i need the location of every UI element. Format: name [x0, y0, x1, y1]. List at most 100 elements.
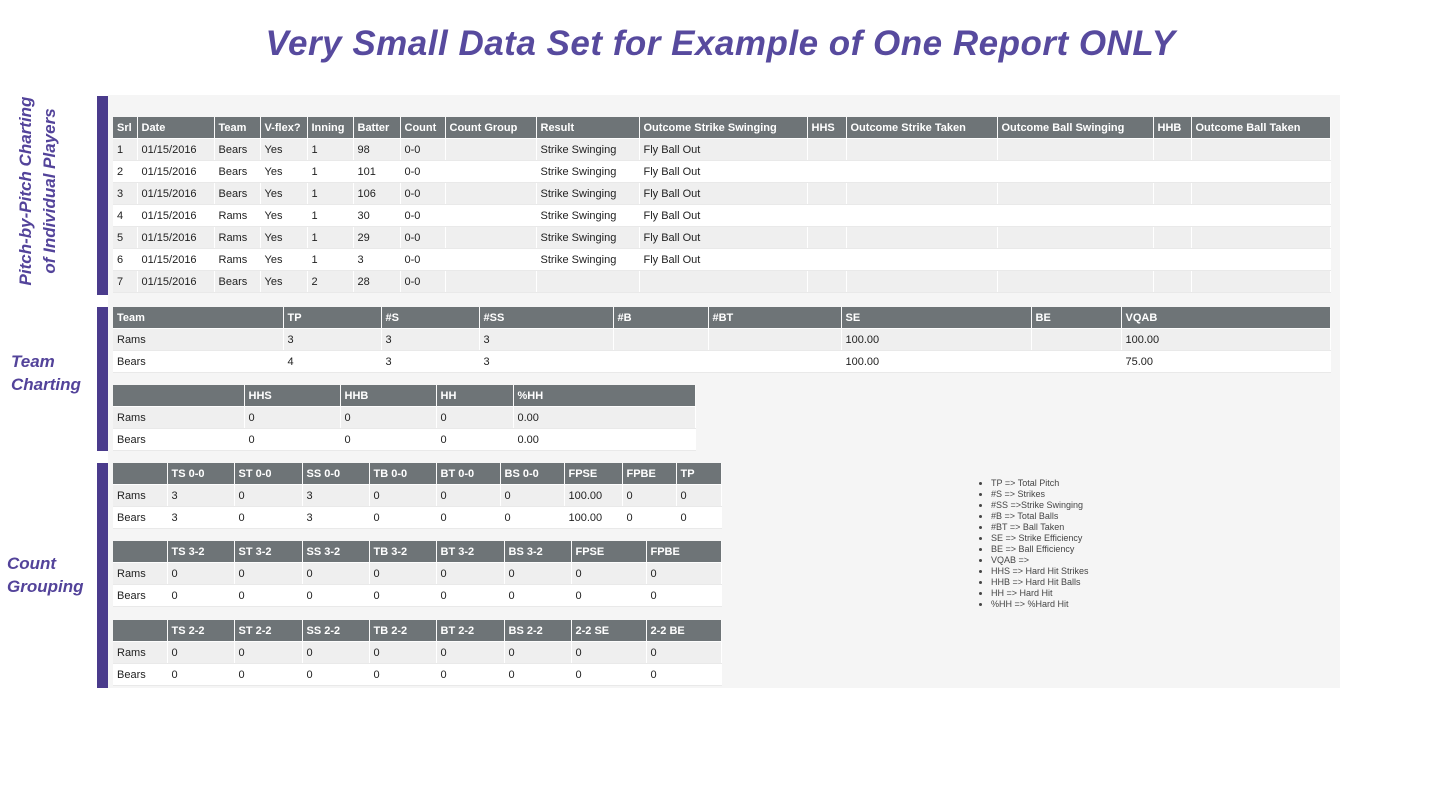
count-0-0-table: TS 0-0 ST 0-0 SS 0-0 TB 0-0 BT 0-0 BS 0-0 FPSE…	[113, 463, 722, 529]
legend-item: BE => Ball Efficiency	[991, 544, 1089, 555]
table-cell	[445, 160, 537, 183]
table-cell: Bears	[113, 663, 168, 686]
table-cell: 0	[369, 506, 437, 529]
column-header: TP	[283, 307, 382, 329]
table-cell: 0	[234, 663, 303, 686]
table-row: Rams 0 0 0 0 0 0 0 0	[113, 562, 722, 585]
table-cell	[445, 138, 537, 161]
table-cell: 6	[113, 248, 138, 271]
table-cell: 0	[622, 506, 677, 529]
table-cell: 0	[571, 641, 647, 664]
table-cell: 01/15/2016	[137, 160, 215, 183]
table-cell	[807, 138, 847, 161]
table-cell: Rams	[214, 204, 261, 227]
table-cell: 0	[234, 641, 303, 664]
table-cell	[997, 226, 1154, 249]
table-cell: Fly Ball Out	[639, 204, 808, 227]
table-cell	[1153, 204, 1192, 227]
table-cell: 3	[381, 328, 480, 351]
table-cell: 0-0	[400, 226, 446, 249]
table-cell	[445, 248, 537, 271]
table-cell: 01/15/2016	[137, 182, 215, 205]
column-header	[113, 541, 168, 563]
table-cell: 0	[369, 484, 437, 507]
legend-item: HHS => Hard Hit Strikes	[991, 566, 1089, 577]
table-cell: 0	[436, 506, 501, 529]
table-cell: 0-0	[400, 138, 446, 161]
table-cell: Yes	[260, 204, 308, 227]
column-header: 2-2 SE	[571, 620, 647, 642]
column-header: TS 0-0	[167, 463, 235, 485]
column-header: SS 0-0	[302, 463, 370, 485]
table-cell: 0	[500, 506, 565, 529]
legend-item: TP => Total Pitch	[991, 478, 1089, 489]
table-cell: Yes	[260, 226, 308, 249]
table-row: 6 01/15/2016 Rams Yes 1 3 0-0 Strike Swinging Fl…	[113, 248, 1331, 271]
section-bar-pitch-charting	[97, 96, 108, 295]
column-header	[113, 385, 245, 407]
table-cell	[1153, 182, 1192, 205]
legend-item: SE => Strike Efficiency	[991, 533, 1089, 544]
table-cell: Bears	[113, 350, 284, 373]
table-cell: 01/15/2016	[137, 248, 215, 271]
table-cell	[997, 270, 1154, 293]
column-header: Team	[113, 307, 284, 329]
table-cell: 01/15/2016	[137, 270, 215, 293]
section-label-count-grouping: Count Grouping	[7, 554, 84, 596]
table-cell: Rams	[113, 641, 168, 664]
table-cell	[846, 270, 998, 293]
page-title: Very Small Data Set for Example of One R…	[265, 24, 1176, 63]
column-header: TB 3-2	[369, 541, 437, 563]
table-cell: 3	[113, 182, 138, 205]
column-header: BT 2-2	[436, 620, 505, 642]
table-row: Rams 0 0 0 0 0 0 0 0	[113, 641, 722, 664]
table-cell: 0	[244, 428, 341, 451]
column-header: Outcome Ball Taken	[1191, 117, 1331, 139]
table-cell: Bears	[214, 160, 261, 183]
table-row: Rams 3 3 3 100.00 100.00	[113, 328, 1331, 351]
table-cell: 3	[283, 328, 382, 351]
table-cell: 0	[646, 663, 722, 686]
table-cell	[846, 204, 998, 227]
column-header: V-flex?	[260, 117, 308, 139]
table-cell: Bears	[214, 138, 261, 161]
column-header: TB 2-2	[369, 620, 437, 642]
column-header: Batter	[353, 117, 401, 139]
table-cell: Strike Swinging	[536, 226, 640, 249]
table-cell: 0	[676, 484, 722, 507]
legend-item: #S => Strikes	[991, 489, 1089, 500]
table-cell	[445, 182, 537, 205]
table-cell: 1	[307, 160, 354, 183]
pitch-detail-table: Srl Date Team V-flex? Inning Batter Count Count…	[113, 117, 1331, 293]
table-cell: 3	[479, 328, 614, 351]
table-cell: 0	[571, 584, 647, 607]
table-cell: 0	[302, 584, 370, 607]
table-cell: 0	[244, 406, 341, 429]
table-cell: 29	[353, 226, 401, 249]
column-header: BS 2-2	[504, 620, 572, 642]
header-row: TS 3-2 ST 3-2 SS 3-2 TB 3-2 BT 3-2 BS 3-2 FPSE…	[113, 541, 722, 563]
table-cell: 0-0	[400, 160, 446, 183]
table-cell: 0	[504, 562, 572, 585]
legend-item: VQAB =>	[991, 555, 1089, 566]
table-cell: Bears	[214, 182, 261, 205]
column-header: BS 3-2	[504, 541, 572, 563]
table-cell: 01/15/2016	[137, 204, 215, 227]
table-cell: 0	[646, 562, 722, 585]
table-row: Bears 0 0 0 0 0 0 0 0	[113, 663, 722, 686]
table-cell: 0-0	[400, 248, 446, 271]
column-header: TS 3-2	[167, 541, 235, 563]
table-cell: 0	[504, 584, 572, 607]
table-cell	[1153, 160, 1192, 183]
column-header: Outcome Strike Taken	[846, 117, 998, 139]
table-row: Bears 4 3 3 100.00 75.00	[113, 350, 1331, 373]
table-cell: Rams	[113, 406, 245, 429]
column-header: Outcome Strike Swinging	[639, 117, 808, 139]
column-header: HH	[436, 385, 514, 407]
table-cell	[708, 328, 842, 351]
table-cell	[639, 270, 808, 293]
table-cell: 0	[676, 506, 722, 529]
column-header: #BT	[708, 307, 842, 329]
table-row: Rams 3 0 3 0 0 0 100.00 0 0	[113, 484, 722, 507]
table-cell: 0	[504, 663, 572, 686]
